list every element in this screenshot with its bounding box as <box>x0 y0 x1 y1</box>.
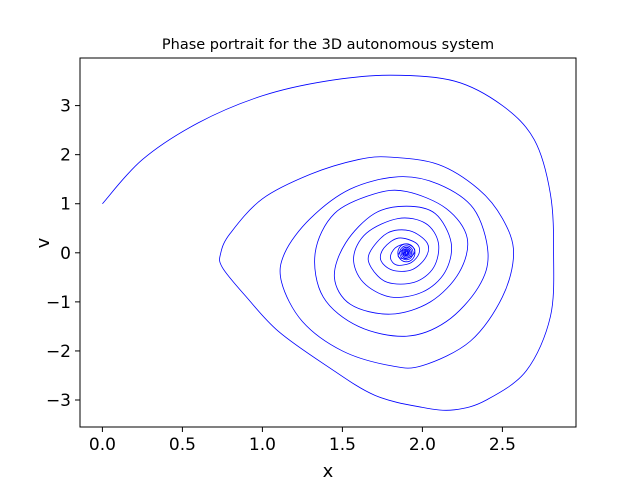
y-tick-label: 1 <box>60 195 71 215</box>
trajectory-inner-loop <box>403 249 410 257</box>
x-tick-label: 2.0 <box>409 435 436 455</box>
x-tick-label: 1.0 <box>249 435 276 455</box>
chart-title: Phase portrait for the 3D autonomous sys… <box>162 37 494 53</box>
trajectory-inner-loop <box>397 243 416 263</box>
x-axis-label: x <box>323 461 334 480</box>
trajectory-inner-loop <box>404 250 409 256</box>
y-tick-label: −1 <box>46 293 71 313</box>
x-tick-label: 0.0 <box>89 435 116 455</box>
x-tick-label: 1.5 <box>329 435 356 455</box>
plot-area <box>102 74 555 411</box>
trajectory-line-0 <box>102 74 555 411</box>
x-axis: 0.0 0.5 1.0 1.5 2.0 2.5 <box>89 427 516 455</box>
y-tick-label: 2 <box>60 146 71 166</box>
y-axis-label: v <box>33 237 54 248</box>
y-axis: −3 −2 −1 0 1 2 3 <box>46 97 80 411</box>
axes-frame <box>79 57 577 428</box>
trajectory-inner-loop <box>404 251 408 255</box>
trajectory-inner-loop <box>400 246 413 259</box>
y-tick-label: −3 <box>46 391 71 411</box>
y-tick-label: −2 <box>46 342 71 362</box>
x-tick-label: 2.5 <box>489 435 516 455</box>
y-tick-label: 0 <box>60 244 71 264</box>
x-tick-label: 0.5 <box>169 435 196 455</box>
trajectory-inner-loop <box>399 245 414 261</box>
trajectory-inner-loop <box>402 248 411 258</box>
y-tick-label: 3 <box>60 97 71 117</box>
